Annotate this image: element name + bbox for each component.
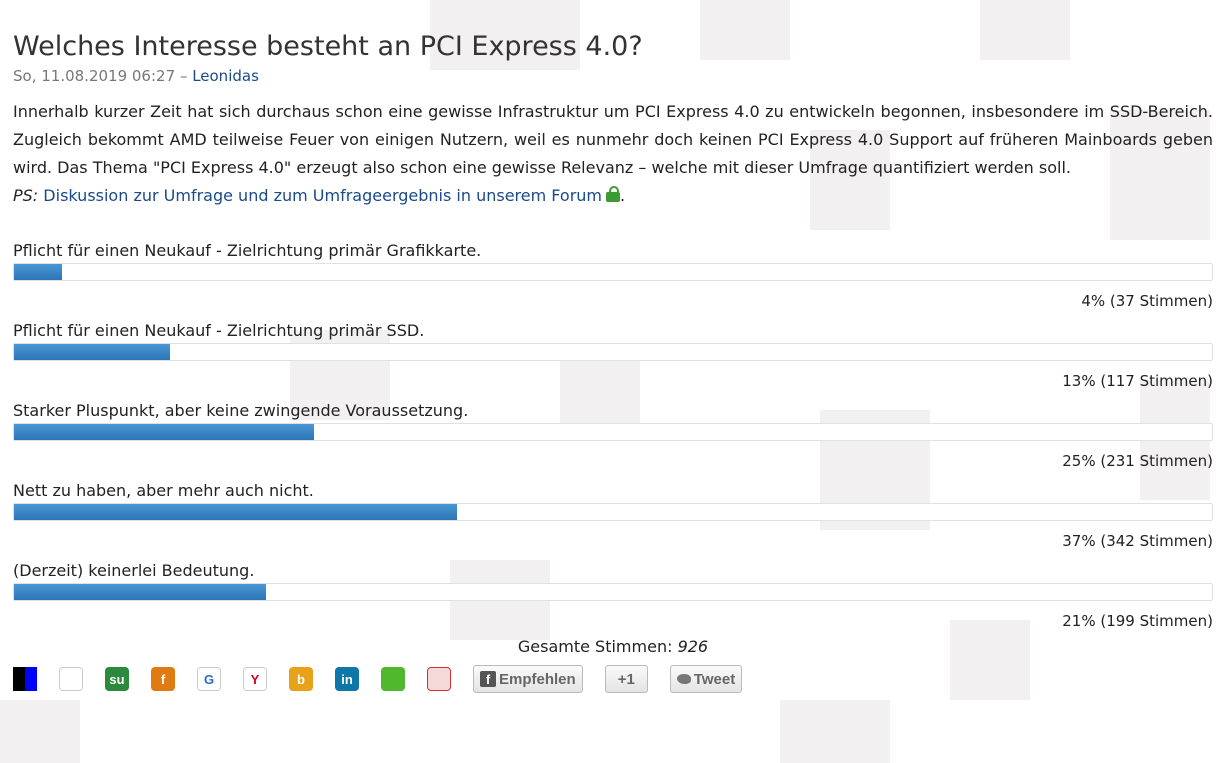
article: Welches Interesse besteht an PCI Express… <box>13 31 1213 694</box>
poll-option-result: 37% (342 Stimmen) <box>1062 532 1213 550</box>
bloglines-icon[interactable]: b <box>289 667 313 691</box>
google-bookmarks-icon[interactable]: G <box>197 667 221 691</box>
linkedin-icon[interactable]: in <box>335 667 359 691</box>
forum-discussion-link[interactable]: Diskussion zur Umfrage und zum Umfrageer… <box>43 186 620 205</box>
poll-option-result: 21% (199 Stimmen) <box>1062 612 1213 630</box>
digg-icon[interactable] <box>59 667 83 691</box>
poll-option-result: 13% (117 Stimmen) <box>1062 372 1213 390</box>
google-plus-one-button[interactable]: +1 <box>604 665 648 693</box>
netvibes-icon[interactable] <box>381 667 405 691</box>
tweet-button[interactable]: Tweet <box>669 665 743 693</box>
poll-bar <box>13 583 1213 601</box>
poll-option-label: Pflicht für einen Neukauf - Zielrichtung… <box>13 241 482 260</box>
twitter-bird-icon <box>676 674 691 684</box>
poll-option: Starker Pluspunkt, aber keine zwingende … <box>13 401 1213 481</box>
poll-bar-fill <box>14 584 266 600</box>
poll-option: Pflicht für einen Neukauf - Zielrichtung… <box>13 241 1213 321</box>
article-intro: Innerhalb kurzer Zeit hat sich durchaus … <box>13 98 1213 210</box>
poll-option: (Derzeit) keinerlei Bedeutung. 21% (199 S… <box>13 561 1213 641</box>
poll-bar <box>13 503 1213 521</box>
poll-option-result: 4% (37 Stimmen) <box>1081 292 1213 310</box>
facebook-recommend-button[interactable]: f Empfehlen <box>473 665 583 693</box>
intro-text: Innerhalb kurzer Zeit hat sich durchaus … <box>13 102 1213 177</box>
poll-bar <box>13 423 1213 441</box>
meta-separator: – <box>179 67 188 85</box>
facebook-recommend-label: Empfehlen <box>499 670 576 688</box>
article-meta: So, 11.08.2019 06:27 – Leonidas <box>13 66 1213 86</box>
poll-bar-fill <box>14 264 62 280</box>
poll-bar <box>13 263 1213 281</box>
folkd-icon[interactable]: f <box>151 667 175 691</box>
author-link[interactable]: Leonidas <box>192 67 259 85</box>
ps-end: . <box>620 186 626 205</box>
poll-option-label: Nett zu haben, aber mehr auch nicht. <box>13 481 314 500</box>
poll-option-result: 25% (231 Stimmen) <box>1062 452 1213 470</box>
page-title: Welches Interesse besteht an PCI Express… <box>13 31 643 62</box>
lock-icon <box>606 186 620 202</box>
poll-option: Nett zu haben, aber mehr auch nicht. 37% … <box>13 481 1213 561</box>
delicious-icon[interactable] <box>13 667 37 691</box>
ps-label: PS: <box>13 186 39 205</box>
mister-wong-icon[interactable] <box>427 667 451 691</box>
poll-bar-fill <box>14 344 170 360</box>
stumbleupon-icon[interactable]: su <box>105 667 129 691</box>
total-votes: 926 <box>677 637 709 656</box>
poll-option: Pflicht für einen Neukauf - Zielrichtung… <box>13 321 1213 401</box>
article-date: So, 11.08.2019 06:27 <box>13 67 176 85</box>
poll-total: Gesamte Stimmen: 926 <box>13 637 1213 656</box>
facebook-icon: f <box>480 671 496 687</box>
poll-results: Pflicht für einen Neukauf - Zielrichtung… <box>13 241 1213 641</box>
total-label: Gesamte Stimmen: <box>517 637 673 656</box>
poll-bar-fill <box>14 424 314 440</box>
forum-discussion-link-text: Diskussion zur Umfrage und zum Umfrageer… <box>43 186 602 205</box>
poll-bar-fill <box>14 504 458 520</box>
poll-option-label: (Derzeit) keinerlei Bedeutung. <box>13 561 255 580</box>
poll-option-label: Starker Pluspunkt, aber keine zwingende … <box>13 401 469 420</box>
yahoo-bookmarks-icon[interactable]: Y <box>243 667 267 691</box>
poll-bar <box>13 343 1213 361</box>
poll-option-label: Pflicht für einen Neukauf - Zielrichtung… <box>13 321 425 340</box>
tweet-label: Tweet <box>693 670 736 688</box>
